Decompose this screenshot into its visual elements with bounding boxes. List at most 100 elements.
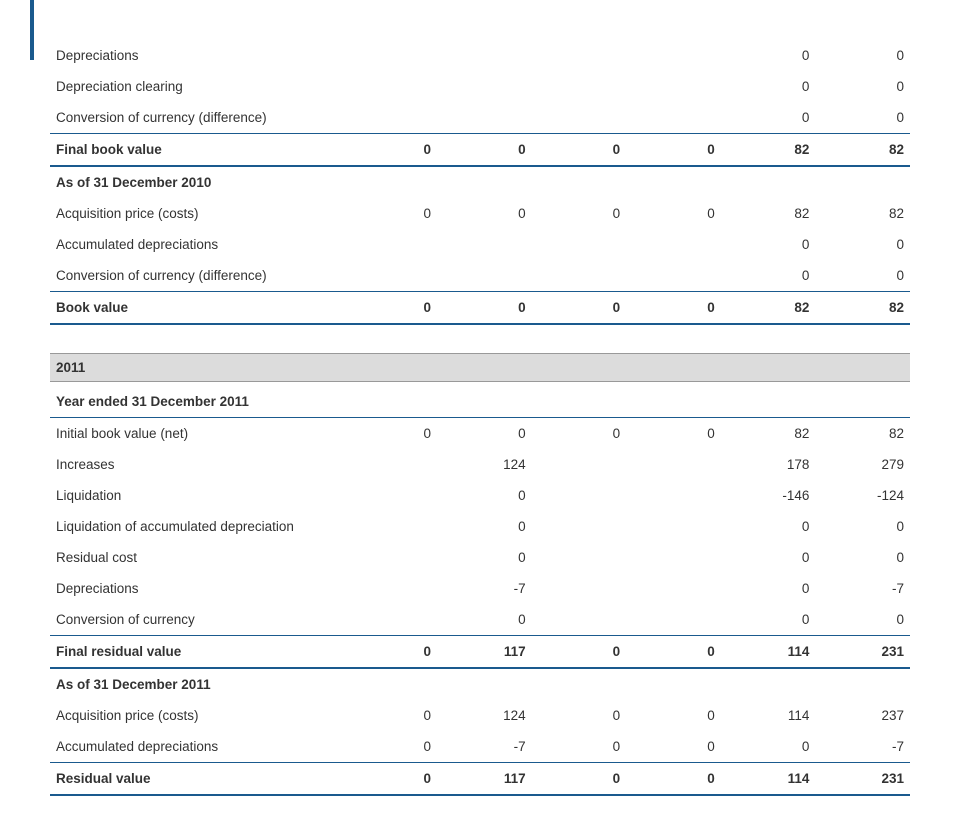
table-row: Initial book value (net)00008282: [50, 418, 910, 450]
cell-value: [626, 668, 721, 700]
cell-value: 0: [437, 292, 532, 325]
table-row: Residual cost000: [50, 542, 910, 573]
row-label: Book value: [50, 292, 342, 325]
row-label: Depreciation clearing: [50, 71, 342, 102]
cell-value: 0: [626, 198, 721, 229]
cell-value: 0: [437, 480, 532, 511]
cell-value: 0: [342, 134, 437, 167]
cell-value: [626, 480, 721, 511]
cell-value: [626, 573, 721, 604]
cell-value: [721, 166, 816, 198]
table-row: Depreciation clearing 00: [50, 71, 910, 102]
cell-value: [626, 511, 721, 542]
cell-value: [532, 449, 627, 480]
cell-value: [437, 40, 532, 71]
table-row: As of 31 December 2010: [50, 166, 910, 198]
cell-value: -7: [437, 731, 532, 763]
cell-value: 124: [437, 700, 532, 731]
cell-value: 279: [815, 449, 910, 480]
cell-value: [626, 542, 721, 573]
cell-value: 0: [532, 134, 627, 167]
cell-value: 0: [815, 542, 910, 573]
cell-value: 0: [626, 731, 721, 763]
cell-value: 0: [721, 604, 816, 636]
cell-value: 0: [721, 260, 816, 292]
table-row: Liquidation 0 -146-124: [50, 480, 910, 511]
cell-value: [532, 573, 627, 604]
cell-value: [626, 260, 721, 292]
cell-value: [342, 511, 437, 542]
cell-value: -7: [437, 573, 532, 604]
section-2011: 2011Year ended 31 December 2011Initial b…: [50, 353, 910, 796]
row-label: As of 31 December 2010: [50, 166, 342, 198]
cell-value: -7: [815, 731, 910, 763]
cell-value: 0: [532, 700, 627, 731]
cell-value: [532, 102, 627, 134]
cell-value: 0: [626, 292, 721, 325]
cell-value: 0: [721, 573, 816, 604]
row-label: Conversion of currency (difference): [50, 260, 342, 292]
cell-value: [626, 40, 721, 71]
cell-value: 0: [626, 763, 721, 796]
cell-value: 0: [815, 229, 910, 260]
table-row: As of 31 December 2011: [50, 668, 910, 700]
cell-value: 82: [815, 134, 910, 167]
cell-value: [342, 229, 437, 260]
cell-value: [342, 260, 437, 292]
cell-value: 0: [342, 198, 437, 229]
cell-value: 0: [342, 700, 437, 731]
row-label: Final residual value: [50, 636, 342, 669]
cell-value: [532, 260, 627, 292]
cell-value: 0: [815, 260, 910, 292]
cell-value: [626, 604, 721, 636]
cell-value: 0: [342, 292, 437, 325]
table-row: Final residual value011700114231: [50, 636, 910, 669]
cell-value: 82: [721, 418, 816, 450]
cell-value: [532, 668, 627, 700]
cell-value: -124: [815, 480, 910, 511]
cell-value: 0: [626, 134, 721, 167]
table-row: Accumulated depreciations0-7000-7: [50, 731, 910, 763]
cell-value: [626, 449, 721, 480]
left-margin-rule: [30, 0, 34, 60]
cell-value: 0: [721, 511, 816, 542]
cell-value: [437, 102, 532, 134]
cell-value: 0: [721, 71, 816, 102]
cell-value: 0: [437, 418, 532, 450]
row-label: Liquidation of accumulated depreciation: [50, 511, 342, 542]
cell-value: 0: [532, 198, 627, 229]
cell-value: [626, 102, 721, 134]
depreciation-table-2011: 2011Year ended 31 December 2011Initial b…: [50, 353, 910, 796]
row-label: Liquidation: [50, 480, 342, 511]
row-label: Acquisition price (costs): [50, 198, 342, 229]
cell-value: -7: [815, 573, 910, 604]
cell-value: 0: [721, 102, 816, 134]
row-label: Accumulated depreciations: [50, 229, 342, 260]
cell-value: 0: [626, 636, 721, 669]
cell-value: 0: [721, 542, 816, 573]
row-label: Conversion of currency: [50, 604, 342, 636]
cell-value: 0: [342, 731, 437, 763]
cell-value: 117: [437, 636, 532, 669]
cell-value: [342, 604, 437, 636]
cell-value: -146: [721, 480, 816, 511]
cell-value: 237: [815, 700, 910, 731]
cell-value: 0: [342, 636, 437, 669]
cell-value: 0: [532, 418, 627, 450]
table-row: Liquidation of accumulated depreciation 0…: [50, 511, 910, 542]
table-row: Conversion of currency (difference) 00: [50, 260, 910, 292]
cell-value: [437, 71, 532, 102]
table-row: Depreciations00: [50, 40, 910, 71]
row-label: Conversion of currency (difference): [50, 102, 342, 134]
cell-value: 178: [721, 449, 816, 480]
cell-value: 0: [815, 102, 910, 134]
cell-value: [532, 511, 627, 542]
cell-value: [342, 71, 437, 102]
cell-value: [342, 166, 437, 198]
cell-value: 0: [532, 731, 627, 763]
cell-value: 0: [815, 71, 910, 102]
cell-value: [342, 102, 437, 134]
subhead-label: Year ended 31 December 2011: [50, 382, 910, 418]
row-label: Accumulated depreciations: [50, 731, 342, 763]
cell-value: 114: [721, 636, 816, 669]
